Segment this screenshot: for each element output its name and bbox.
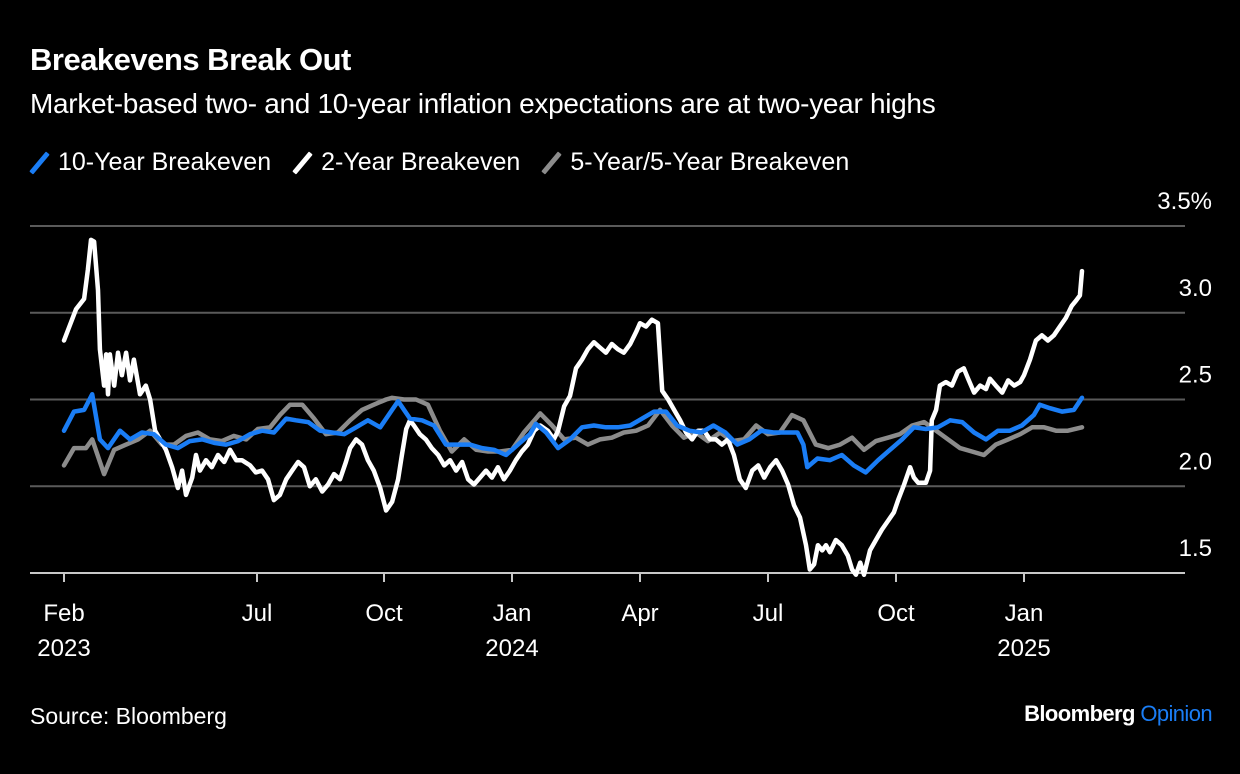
legend-label: 10-Year Breakeven xyxy=(58,148,272,176)
x-tick-label: Feb xyxy=(43,600,84,627)
legend-label: 2-Year Breakeven xyxy=(321,148,521,176)
y-tick-label: 1.5 xyxy=(1179,535,1212,562)
legend-item-2-year: 2-Year Breakeven xyxy=(293,148,520,177)
legend-item-10-year: 10-Year Breakeven xyxy=(30,148,271,177)
x-tick-year-label: 2023 xyxy=(37,635,90,662)
chart-title: Breakevens Break Out xyxy=(30,42,351,77)
x-tick-label: Jul xyxy=(242,600,273,627)
legend: 10-Year Breakeven 2-Year Breakeven 5-Yea… xyxy=(30,148,849,177)
x-tick-label: Jul xyxy=(753,600,784,627)
y-tick-label: 3.0 xyxy=(1179,275,1212,302)
y-tick-label: 2.0 xyxy=(1179,448,1212,475)
source-note: Source: Bloomberg xyxy=(30,703,227,729)
x-tick-label: Jan xyxy=(1005,600,1044,627)
series-line-10-year xyxy=(61,392,1085,475)
x-tick-year-label: 2024 xyxy=(485,635,538,662)
x-tick-label: Oct xyxy=(877,600,915,627)
legend-item-5y5y: 5-Year/5-Year Breakeven xyxy=(542,148,849,177)
y-tick-label: 2.5 xyxy=(1179,362,1212,389)
x-tick-label: Oct xyxy=(365,600,403,627)
chart-subtitle: Market-based two- and 10-year inflation … xyxy=(30,88,936,119)
brand-logo: Bloomberg Opinion xyxy=(1024,701,1212,727)
x-tick-year-label: 2025 xyxy=(997,635,1050,662)
x-tick-label: Jan xyxy=(493,600,532,627)
x-tick-label: Apr xyxy=(621,600,658,627)
brand-accent: Opinion xyxy=(1140,701,1212,726)
brand-main: Bloomberg xyxy=(1024,701,1135,726)
legend-label: 5-Year/5-Year Breakeven xyxy=(570,148,850,176)
series-line-2-year xyxy=(61,237,1085,577)
y-tick-label: 3.5% xyxy=(1157,188,1212,215)
